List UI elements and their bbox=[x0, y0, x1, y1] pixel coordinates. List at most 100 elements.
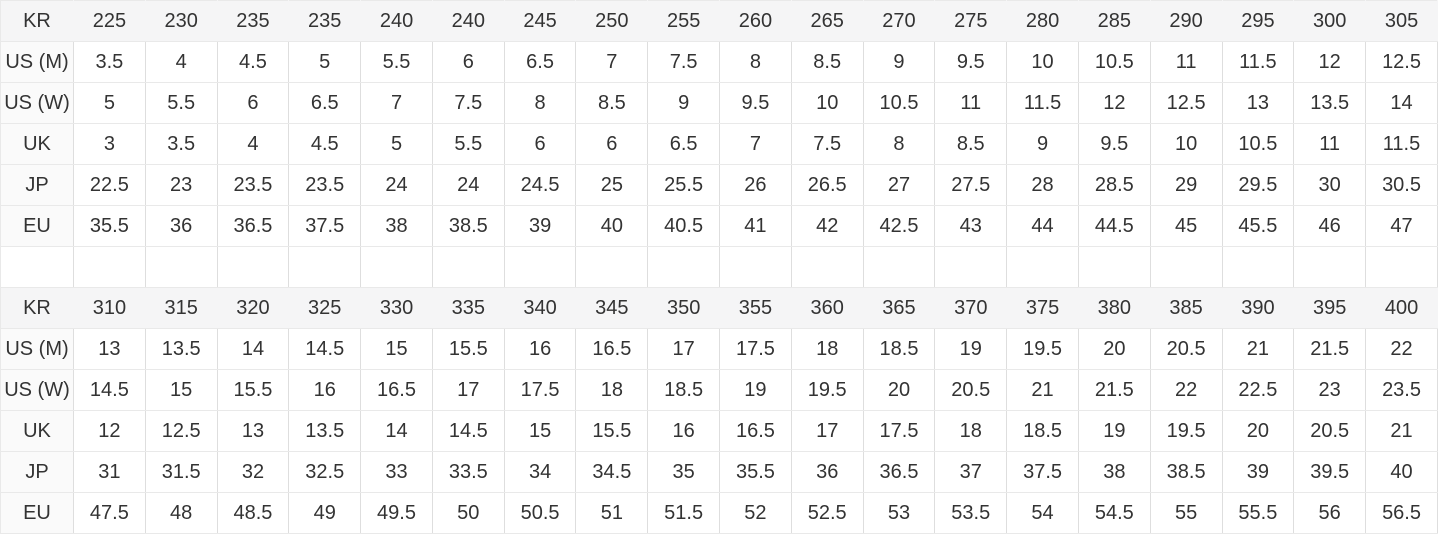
spacer-cell bbox=[1293, 246, 1367, 288]
size-value-cell: 16 bbox=[647, 410, 721, 452]
size-value-cell: 19 bbox=[1078, 410, 1151, 452]
size-value-cell: 52 bbox=[719, 492, 792, 534]
size-value-cell: 3.5 bbox=[145, 123, 218, 165]
size-value-cell: 9.5 bbox=[1078, 123, 1151, 165]
size-value-cell: 6 bbox=[217, 82, 290, 124]
table-row: EU 35.5 36 36.5 37.5 38 38.5 39 40 40.5 41 42 42.5 43… bbox=[0, 205, 1438, 247]
size-value-cell: 36.5 bbox=[863, 451, 936, 493]
size-value-cell: 235 bbox=[217, 0, 290, 42]
table-row: UK 3 3.5 4 4.5 5 5.5 6 6 6.5 7 7.5 8 8.5 9 9.5 10 10.5 11 1… bbox=[0, 123, 1438, 165]
size-value-cell: 14 bbox=[217, 328, 290, 370]
size-value-cell: 8.5 bbox=[791, 41, 864, 83]
size-value-cell: 26.5 bbox=[791, 164, 864, 206]
size-value-cell: 37.5 bbox=[288, 205, 362, 247]
size-value-cell: 6 bbox=[432, 41, 505, 83]
size-value-cell: 51.5 bbox=[647, 492, 721, 534]
size-value-cell: 10.5 bbox=[863, 82, 936, 124]
size-value-cell: 31 bbox=[73, 451, 146, 493]
size-value-cell: 8.5 bbox=[934, 123, 1008, 165]
size-value-cell: 20.5 bbox=[934, 369, 1008, 411]
table-row: US (M) 13 13.5 14 14.5 15 15.5 16 16.5 17 17.5 18 18… bbox=[0, 328, 1438, 370]
size-value-cell: 51 bbox=[575, 492, 649, 534]
row-label-cell: US (M) bbox=[0, 328, 74, 370]
size-value-cell: 13.5 bbox=[145, 328, 218, 370]
size-value-cell: 44 bbox=[1006, 205, 1079, 247]
size-value-cell: 27.5 bbox=[934, 164, 1008, 206]
size-value-cell: 10.5 bbox=[1222, 123, 1295, 165]
size-value-cell: 4.5 bbox=[217, 41, 290, 83]
size-value-cell: 20 bbox=[1222, 410, 1295, 452]
size-value-cell: 24.5 bbox=[504, 164, 577, 206]
size-value-cell: 19.5 bbox=[1006, 328, 1079, 370]
size-value-cell: 6.5 bbox=[647, 123, 721, 165]
size-value-cell: 56 bbox=[1293, 492, 1367, 534]
size-value-cell: 27 bbox=[863, 164, 936, 206]
size-value-cell: 5 bbox=[288, 41, 362, 83]
size-value-cell: 25.5 bbox=[647, 164, 721, 206]
size-value-cell: 24 bbox=[360, 164, 433, 206]
size-value-cell: 35.5 bbox=[73, 205, 146, 247]
size-value-cell: 255 bbox=[647, 0, 721, 42]
size-value-cell: 33 bbox=[360, 451, 433, 493]
size-value-cell: 240 bbox=[360, 0, 433, 42]
size-value-cell: 270 bbox=[863, 0, 936, 42]
size-value-cell: 5.5 bbox=[432, 123, 505, 165]
size-value-cell: 22.5 bbox=[73, 164, 146, 206]
size-value-cell: 36 bbox=[791, 451, 864, 493]
size-value-cell: 17 bbox=[647, 328, 721, 370]
size-value-cell: 18 bbox=[934, 410, 1008, 452]
spacer-cell bbox=[288, 246, 362, 288]
size-value-cell: 11.5 bbox=[1006, 82, 1079, 124]
size-value-cell: 230 bbox=[145, 0, 218, 42]
size-value-cell: 7 bbox=[360, 82, 433, 124]
size-value-cell: 5.5 bbox=[360, 41, 433, 83]
table-row: US (W) 5 5.5 6 6.5 7 7.5 8 8.5 9 9.5 10 10.5 11 11.5 12… bbox=[0, 82, 1438, 124]
size-value-cell: 35.5 bbox=[719, 451, 792, 493]
size-value-cell: 39 bbox=[1222, 451, 1295, 493]
size-value-cell: 20 bbox=[1078, 328, 1151, 370]
size-value-cell: 18.5 bbox=[647, 369, 721, 411]
size-value-cell: 400 bbox=[1365, 287, 1438, 329]
size-value-cell: 23 bbox=[1293, 369, 1367, 411]
size-value-cell: 23.5 bbox=[288, 164, 362, 206]
size-value-cell: 8.5 bbox=[575, 82, 649, 124]
size-value-cell: 18.5 bbox=[1006, 410, 1079, 452]
size-value-cell: 20.5 bbox=[1150, 328, 1223, 370]
size-value-cell: 5 bbox=[360, 123, 433, 165]
row-label-cell: KR bbox=[0, 0, 74, 42]
size-value-cell: 12 bbox=[1078, 82, 1151, 124]
size-value-cell: 34.5 bbox=[575, 451, 649, 493]
size-value-cell: 37 bbox=[934, 451, 1008, 493]
spacer-cell bbox=[360, 246, 433, 288]
size-value-cell: 3.5 bbox=[73, 41, 146, 83]
spacer-cell bbox=[1078, 246, 1151, 288]
size-value-cell: 23 bbox=[145, 164, 218, 206]
spacer-cell bbox=[575, 246, 649, 288]
size-value-cell: 7.5 bbox=[791, 123, 864, 165]
size-value-cell: 19.5 bbox=[1150, 410, 1223, 452]
size-value-cell: 17.5 bbox=[504, 369, 577, 411]
size-value-cell: 15 bbox=[504, 410, 577, 452]
size-value-cell: 13.5 bbox=[288, 410, 362, 452]
size-value-cell: 47.5 bbox=[73, 492, 146, 534]
size-value-cell: 9.5 bbox=[934, 41, 1008, 83]
size-value-cell: 55 bbox=[1150, 492, 1223, 534]
size-value-cell: 240 bbox=[432, 0, 505, 42]
size-value-cell: 375 bbox=[1006, 287, 1079, 329]
size-value-cell: 45.5 bbox=[1222, 205, 1295, 247]
size-value-cell: 11.5 bbox=[1365, 123, 1438, 165]
row-label-cell: US (W) bbox=[0, 369, 74, 411]
row-label-cell: JP bbox=[0, 451, 74, 493]
spacer-cell bbox=[1150, 246, 1223, 288]
size-value-cell: 22 bbox=[1150, 369, 1223, 411]
size-value-cell: 26 bbox=[719, 164, 792, 206]
size-value-cell: 12 bbox=[1293, 41, 1367, 83]
size-value-cell: 295 bbox=[1222, 0, 1295, 42]
size-value-cell: 34 bbox=[504, 451, 577, 493]
size-value-cell: 48 bbox=[145, 492, 218, 534]
size-value-cell: 7.5 bbox=[647, 41, 721, 83]
size-value-cell: 9 bbox=[1006, 123, 1079, 165]
size-value-cell: 46 bbox=[1293, 205, 1367, 247]
size-value-cell: 21.5 bbox=[1293, 328, 1367, 370]
